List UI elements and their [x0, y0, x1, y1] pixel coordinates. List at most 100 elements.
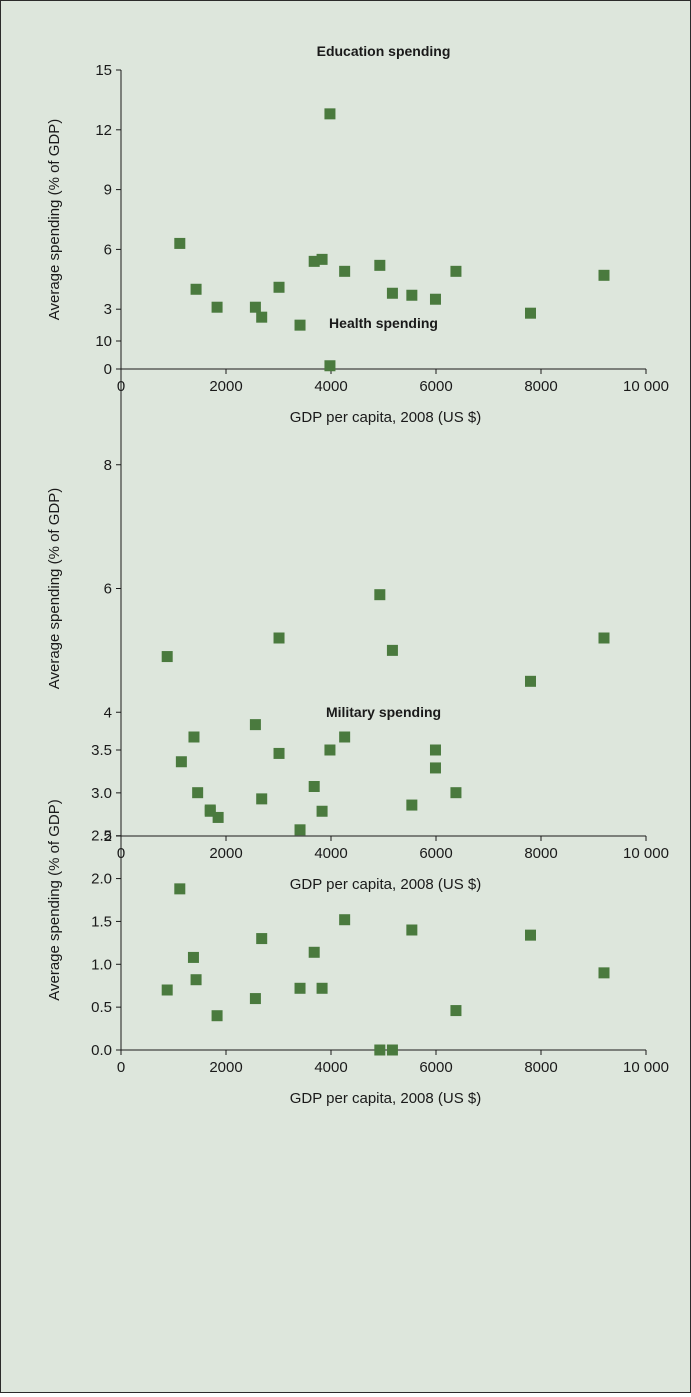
- chart-3-data-point: [598, 967, 610, 979]
- chart-3-title: Military spending: [326, 704, 441, 720]
- chart-2-data-point: [339, 731, 351, 743]
- chart-2-y-tick-label: 6: [104, 581, 112, 598]
- chart-3-data-point: [308, 946, 320, 958]
- chart-3-y-tick-label: 2.5: [91, 828, 112, 845]
- chart-1-y-tick-label: 3: [104, 301, 112, 318]
- chart-3-data-point: [316, 982, 328, 994]
- chart-2-data-point: [374, 589, 386, 601]
- chart-3-data-point: [374, 1044, 386, 1056]
- chart-1-data-point: [450, 265, 462, 277]
- chart-2-data-point: [324, 360, 336, 372]
- chart-1-data-point: [249, 301, 261, 313]
- chart-3-data-point: [406, 924, 418, 936]
- chart-3-data-point: [339, 914, 351, 926]
- chart-1-y-tick-label: 12: [95, 122, 112, 139]
- chart-3-y-tick-label: 2.0: [91, 871, 112, 888]
- chart-2-data-point: [316, 805, 328, 817]
- chart-1-data-point: [429, 293, 441, 305]
- chart-1-x-tick-label: 8000: [524, 378, 557, 395]
- chart-3-data-point: [256, 933, 268, 945]
- chart-2-data-point: [598, 632, 610, 644]
- chart-3-x-tick-label: 0: [117, 1059, 125, 1076]
- chart-1-data-point: [525, 307, 536, 319]
- chart-2-data-point: [273, 632, 285, 644]
- chart-3-data-point: [187, 951, 199, 963]
- chart-3-data-point: [273, 747, 285, 759]
- chart-2-y-tick-label: 8: [104, 457, 112, 474]
- chart-2-data-point: [429, 762, 441, 774]
- chart-1-title: Education spending: [317, 43, 451, 59]
- chart-2-data-point: [450, 787, 462, 799]
- chart-1-data-point: [211, 301, 223, 313]
- chart-1-x-tick-label: 6000: [419, 378, 452, 395]
- chart-1-x-tick-label: 4000: [314, 378, 347, 395]
- chart-3-y-axis-label: Average spending (% of GDP): [46, 799, 63, 1001]
- chart-1-data-point: [273, 281, 285, 293]
- chart-1-x-tick-label: 2000: [209, 378, 242, 395]
- chart-1-y-tick-label: 0: [104, 361, 112, 378]
- chart-3-x-tick-label: 4000: [314, 1059, 347, 1076]
- chart-3-data-point: [450, 1005, 462, 1017]
- chart-2-data-point: [386, 644, 398, 656]
- chart-1-data-point: [324, 108, 336, 120]
- chart-1-data-point: [174, 237, 186, 249]
- chart-1-data-point: [386, 287, 398, 299]
- chart-2-data-point: [406, 799, 418, 811]
- chart-2-x-tick-label: 8000: [524, 845, 557, 862]
- chart-1-x-tick-label: 10 000: [623, 378, 669, 395]
- chart-3-data-point: [429, 744, 441, 756]
- chart-3-y-tick-label: 3.5: [91, 742, 112, 759]
- chart-3-data-point: [174, 883, 186, 895]
- chart-1-x-axis-label: GDP per capita, 2008 (US $): [290, 409, 481, 426]
- chart-2-data-point: [188, 731, 200, 743]
- chart-3-data-point: [386, 1044, 398, 1056]
- chart-2-y-axis-label: Average spending (% of GDP): [46, 488, 63, 690]
- chart-1-y-axis-label: Average spending (% of GDP): [46, 119, 63, 321]
- chart-2-y-tick-label: 2: [104, 828, 112, 845]
- chart-1-data-point: [308, 255, 320, 267]
- chart-2-data-point: [175, 756, 187, 768]
- chart-1-data-point: [190, 283, 202, 295]
- chart-1-data-point: [598, 269, 610, 281]
- chart-3-y-tick-label: 0.5: [91, 999, 112, 1016]
- chart-3-x-tick-label: 8000: [524, 1059, 557, 1076]
- chart-3-y-tick-label: 0.0: [91, 1042, 112, 1059]
- chart-2-y-tick-label: 4: [104, 704, 112, 721]
- chart-1-data-point: [339, 265, 351, 277]
- chart-3-data-point: [190, 974, 202, 986]
- chart-1-data-point: [294, 319, 306, 331]
- chart-3-x-tick-label: 10 000: [623, 1059, 669, 1076]
- chart-2-data-point: [308, 781, 320, 792]
- chart-3-y-tick-label: 1.0: [91, 956, 112, 973]
- chart-3-data-point: [204, 804, 216, 816]
- chart-3-y-tick-label: 3.0: [91, 785, 112, 802]
- chart-3-data-point: [249, 993, 261, 1005]
- chart-1-y-tick-label: 15: [95, 62, 112, 79]
- chart-1-data-point: [406, 289, 418, 301]
- chart-2-x-axis-label: GDP per capita, 2008 (US $): [290, 876, 481, 893]
- chart-3-data-point: [161, 984, 173, 996]
- chart-3-data-point: [324, 744, 336, 756]
- chart-2-y-tick-label: 10: [95, 333, 112, 350]
- chart-2-data-point: [212, 811, 224, 823]
- chart-3-y-tick-label: 1.5: [91, 913, 112, 930]
- chart-2-data-point: [525, 675, 536, 687]
- chart-3-x-tick-label: 6000: [419, 1059, 452, 1076]
- chart-1-data-point: [256, 311, 268, 323]
- chart-2-title: Health spending: [329, 315, 438, 331]
- chart-2-data-point: [294, 824, 306, 836]
- chart-3-data-point: [211, 1010, 223, 1022]
- chart-2-data-point: [161, 651, 173, 663]
- chart-2-data-point: [192, 787, 204, 799]
- chart-1-data-point: [316, 253, 328, 265]
- chart-1-data-point: [374, 259, 386, 271]
- chart-2-data-point: [256, 793, 268, 805]
- chart-3-data-point: [294, 982, 306, 994]
- chart-1-y-tick-label: 6: [104, 241, 112, 258]
- chart-2-x-tick-label: 4000: [314, 845, 347, 862]
- chart-3-x-axis-label: GDP per capita, 2008 (US $): [290, 1090, 481, 1107]
- chart-1-y-tick-label: 9: [104, 182, 112, 199]
- chart-2-x-tick-label: 2000: [209, 845, 242, 862]
